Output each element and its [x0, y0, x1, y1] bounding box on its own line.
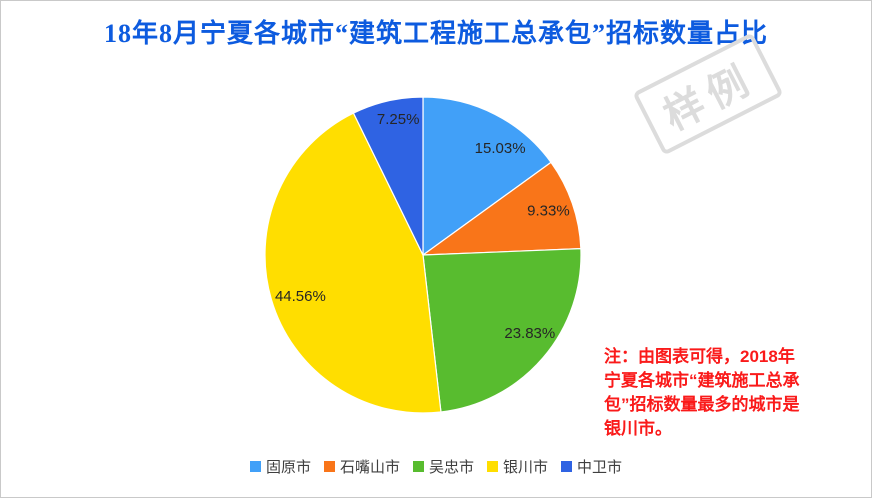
legend-label: 银川市: [503, 459, 549, 476]
legend-swatch-icon: [323, 461, 335, 472]
legend-item-0: 固原市: [249, 456, 311, 477]
slice-label-2: 23.83%: [504, 325, 555, 342]
legend-label: 石嘴山市: [339, 459, 400, 476]
legend-item-4: 中卫市: [561, 456, 622, 477]
legend-swatch-icon: [249, 461, 261, 472]
legend-label: 中卫市: [577, 459, 623, 476]
pie-slice-3: [264, 112, 442, 414]
note-line-2: 包”招标数量最多的城市是: [604, 395, 800, 414]
slice-label-4: 7.25%: [377, 111, 420, 128]
legend-swatch-icon: [561, 461, 573, 472]
pie-slice-4: [352, 96, 424, 256]
note-line-3: 银川市。: [604, 419, 672, 438]
pie-slice-0: [422, 96, 552, 256]
legend-swatch-icon: [487, 461, 498, 472]
pie-slice-1: [422, 161, 582, 256]
slice-label-0: 15.03%: [475, 140, 526, 157]
note-line-0: 注：由图表可得，2018年: [604, 347, 795, 366]
pie-chart: 15.03% 9.33% 23.83% 44.56% 7.25%: [264, 96, 582, 414]
legend-swatch-icon: [412, 461, 424, 472]
legend-label: 固原市: [265, 459, 311, 476]
legend-item-1: 石嘴山市: [323, 456, 400, 477]
sample-watermark-text: 样例: [657, 56, 763, 139]
pie-slice-2: [422, 248, 582, 413]
sample-watermark-stamp: 样例: [632, 32, 784, 156]
legend: 固原市 石嘴山市 吴忠市 银川市 中卫市: [1, 456, 871, 477]
chart-title: 18年8月宁夏各城市“建筑工程施工总承包”招标数量占比: [103, 19, 768, 48]
slice-label-1: 9.33%: [527, 203, 570, 220]
note-line-1: 宁夏各城市“建筑施工总承: [604, 371, 800, 390]
slice-label-3: 44.56%: [275, 288, 326, 305]
legend-label: 吴忠市: [428, 459, 474, 476]
annotation-note: 注：由图表可得，2018年 宁夏各城市“建筑施工总承 包”招标数量最多的城市是 银川市…: [604, 345, 814, 441]
legend-item-2: 吴忠市: [412, 456, 474, 477]
legend-item-3: 银川市: [487, 456, 548, 477]
